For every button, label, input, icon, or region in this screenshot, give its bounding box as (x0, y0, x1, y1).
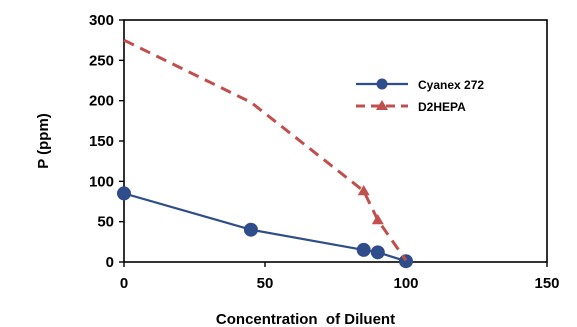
series-1 (123, 38, 408, 262)
data-point (117, 186, 131, 201)
legend-item-1: D2HEPA (356, 100, 466, 114)
legend-label: D2HEPA (418, 100, 466, 114)
y-tick-label: 250 (89, 52, 114, 69)
data-point (399, 254, 413, 269)
y-tick-label: 50 (97, 214, 114, 231)
x-tick-label: 50 (257, 275, 274, 292)
legend: Cyanex 272 D2HEPA (356, 78, 484, 114)
y-axis-title: P (ppm) (35, 113, 52, 169)
plot-border (123, 19, 548, 263)
data-point (243, 222, 258, 237)
x-tick-label: 150 (534, 275, 559, 292)
y-tick-label: 300 (89, 12, 114, 29)
x-axis: 0 50 100 150 (120, 262, 560, 292)
y-tick-label: 200 (89, 93, 114, 110)
y-tick-label: 0 (106, 254, 114, 271)
legend-marker (376, 100, 388, 110)
legend-label: Cyanex 272 (418, 78, 484, 92)
y-tick-label: 100 (89, 173, 114, 190)
series-line (123, 38, 408, 262)
x-tick-label: 100 (393, 275, 418, 292)
x-tick-label: 0 (120, 275, 128, 292)
legend-marker (376, 78, 388, 90)
data-point (371, 214, 384, 225)
data-point (370, 245, 385, 260)
series-layer (117, 38, 413, 269)
plot-frame (123, 19, 548, 263)
y-axis: 0 50 100 150 200 250 300 (89, 12, 124, 271)
x-axis-title: Concentration of Diluent (216, 311, 395, 327)
legend-item-0: Cyanex 272 (356, 78, 484, 92)
data-point (356, 242, 371, 257)
y-tick-label: 150 (89, 133, 114, 150)
data-point (357, 185, 370, 196)
